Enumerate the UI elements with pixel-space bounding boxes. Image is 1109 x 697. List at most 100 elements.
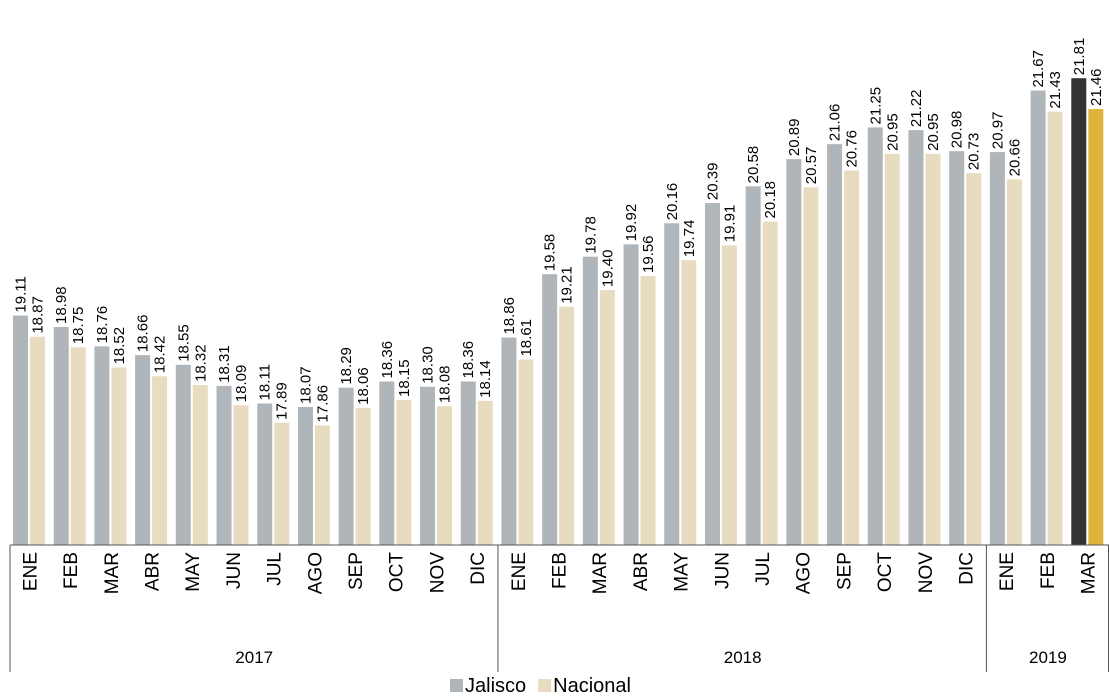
bar (257, 403, 273, 545)
bar (355, 407, 371, 545)
value-label: 18.61 (518, 319, 535, 357)
bar (844, 170, 860, 545)
value-label: 18.07 (297, 366, 314, 404)
x-tick-label: JUN (224, 552, 245, 589)
value-label: 20.18 (762, 181, 779, 219)
legend-swatch (538, 679, 552, 692)
bar (518, 359, 534, 545)
value-label: 17.86 (314, 385, 331, 423)
x-tick-label: MAY (672, 552, 693, 592)
bar (623, 244, 639, 545)
x-tick-label: ABR (142, 552, 163, 591)
bar (53, 327, 69, 545)
bar (70, 347, 86, 545)
legend-label: Jalisco (465, 675, 526, 697)
value-label: 20.95 (925, 113, 942, 151)
value-label: 18.30 (420, 346, 437, 384)
bar (908, 130, 924, 545)
bar (396, 399, 412, 545)
value-label: 18.08 (437, 366, 454, 404)
bar (704, 203, 720, 545)
value-label: 18.29 (338, 347, 355, 385)
x-tick-label: OCT (387, 552, 408, 593)
value-label: 20.39 (704, 163, 721, 201)
value-label: 19.40 (599, 250, 616, 288)
x-tick-label: AGO (794, 552, 815, 594)
value-label: 21.06 (827, 104, 844, 142)
x-tick-label: FEB (550, 552, 571, 589)
x-tick-label: MAR (102, 552, 123, 594)
x-tick-label: AGO (305, 552, 326, 594)
value-label: 21.22 (908, 90, 925, 128)
value-label: 19.92 (623, 204, 640, 242)
value-label: 18.36 (379, 341, 396, 379)
value-label: 20.76 (844, 130, 861, 168)
bar (233, 405, 249, 545)
value-label: 20.97 (989, 112, 1006, 150)
bar (192, 385, 208, 545)
bar (135, 355, 151, 545)
x-tick-label: MAY (183, 552, 204, 592)
bar (175, 364, 191, 545)
x-tick-label: DIC (468, 552, 489, 585)
value-label: 19.11 (13, 276, 30, 312)
value-label: 18.14 (477, 360, 494, 398)
legend-swatch (450, 679, 463, 692)
bar (338, 387, 354, 545)
value-label: 20.66 (1006, 139, 1023, 177)
value-label: 19.91 (721, 205, 738, 243)
bar (559, 306, 575, 545)
bar (13, 315, 28, 545)
x-tick-label: FEB (1038, 552, 1059, 589)
bar (460, 381, 476, 545)
x-tick-label: OCT (875, 552, 896, 593)
x-tick-label: ENE (997, 552, 1018, 591)
x-tick-label: SEP (834, 552, 855, 590)
bar (1047, 111, 1063, 546)
bar (681, 260, 697, 545)
bar (111, 367, 127, 545)
bar (640, 276, 656, 545)
value-label: 18.75 (70, 307, 87, 345)
bar (314, 425, 330, 545)
value-label: 20.57 (803, 147, 820, 185)
bar (884, 153, 900, 546)
bar (274, 422, 290, 545)
x-tick-label: FEB (61, 552, 82, 589)
x-tick-label: ENE (509, 552, 530, 591)
value-label: 18.55 (175, 324, 192, 362)
value-label: 20.95 (884, 113, 901, 151)
value-label: 18.42 (152, 336, 169, 374)
bar (152, 376, 168, 545)
x-tick-label: JUN (712, 552, 733, 589)
value-label: 18.86 (501, 297, 518, 335)
bar (420, 386, 436, 545)
x-tick-label: NOV (427, 552, 448, 594)
group-label: 2019 (1029, 648, 1067, 667)
value-label: 17.89 (274, 382, 291, 420)
bar (297, 406, 313, 545)
value-label: 19.78 (582, 216, 599, 254)
value-label: 20.89 (786, 119, 803, 157)
x-tick-label: SEP (346, 552, 367, 590)
value-label: 18.76 (94, 306, 111, 344)
value-label: 18.06 (355, 367, 372, 405)
group-label: 2018 (724, 648, 762, 667)
value-label: 18.52 (111, 327, 128, 365)
value-label: 21.67 (1030, 50, 1047, 88)
value-label: 18.98 (53, 286, 70, 324)
bar (762, 221, 778, 546)
x-tick-label: JUL (753, 552, 774, 586)
bar (1030, 90, 1046, 546)
bar (94, 346, 110, 545)
bar (379, 381, 395, 545)
value-label: 20.73 (966, 133, 983, 171)
value-label: 18.31 (216, 345, 233, 383)
value-label: 18.11 (257, 364, 274, 400)
x-tick-label: ENE (20, 552, 41, 591)
x-tick-label: MAR (590, 552, 611, 594)
x-tick-label: NOV (916, 552, 937, 594)
bar (599, 290, 615, 545)
value-label: 21.43 (1047, 71, 1064, 109)
bar (925, 153, 941, 546)
